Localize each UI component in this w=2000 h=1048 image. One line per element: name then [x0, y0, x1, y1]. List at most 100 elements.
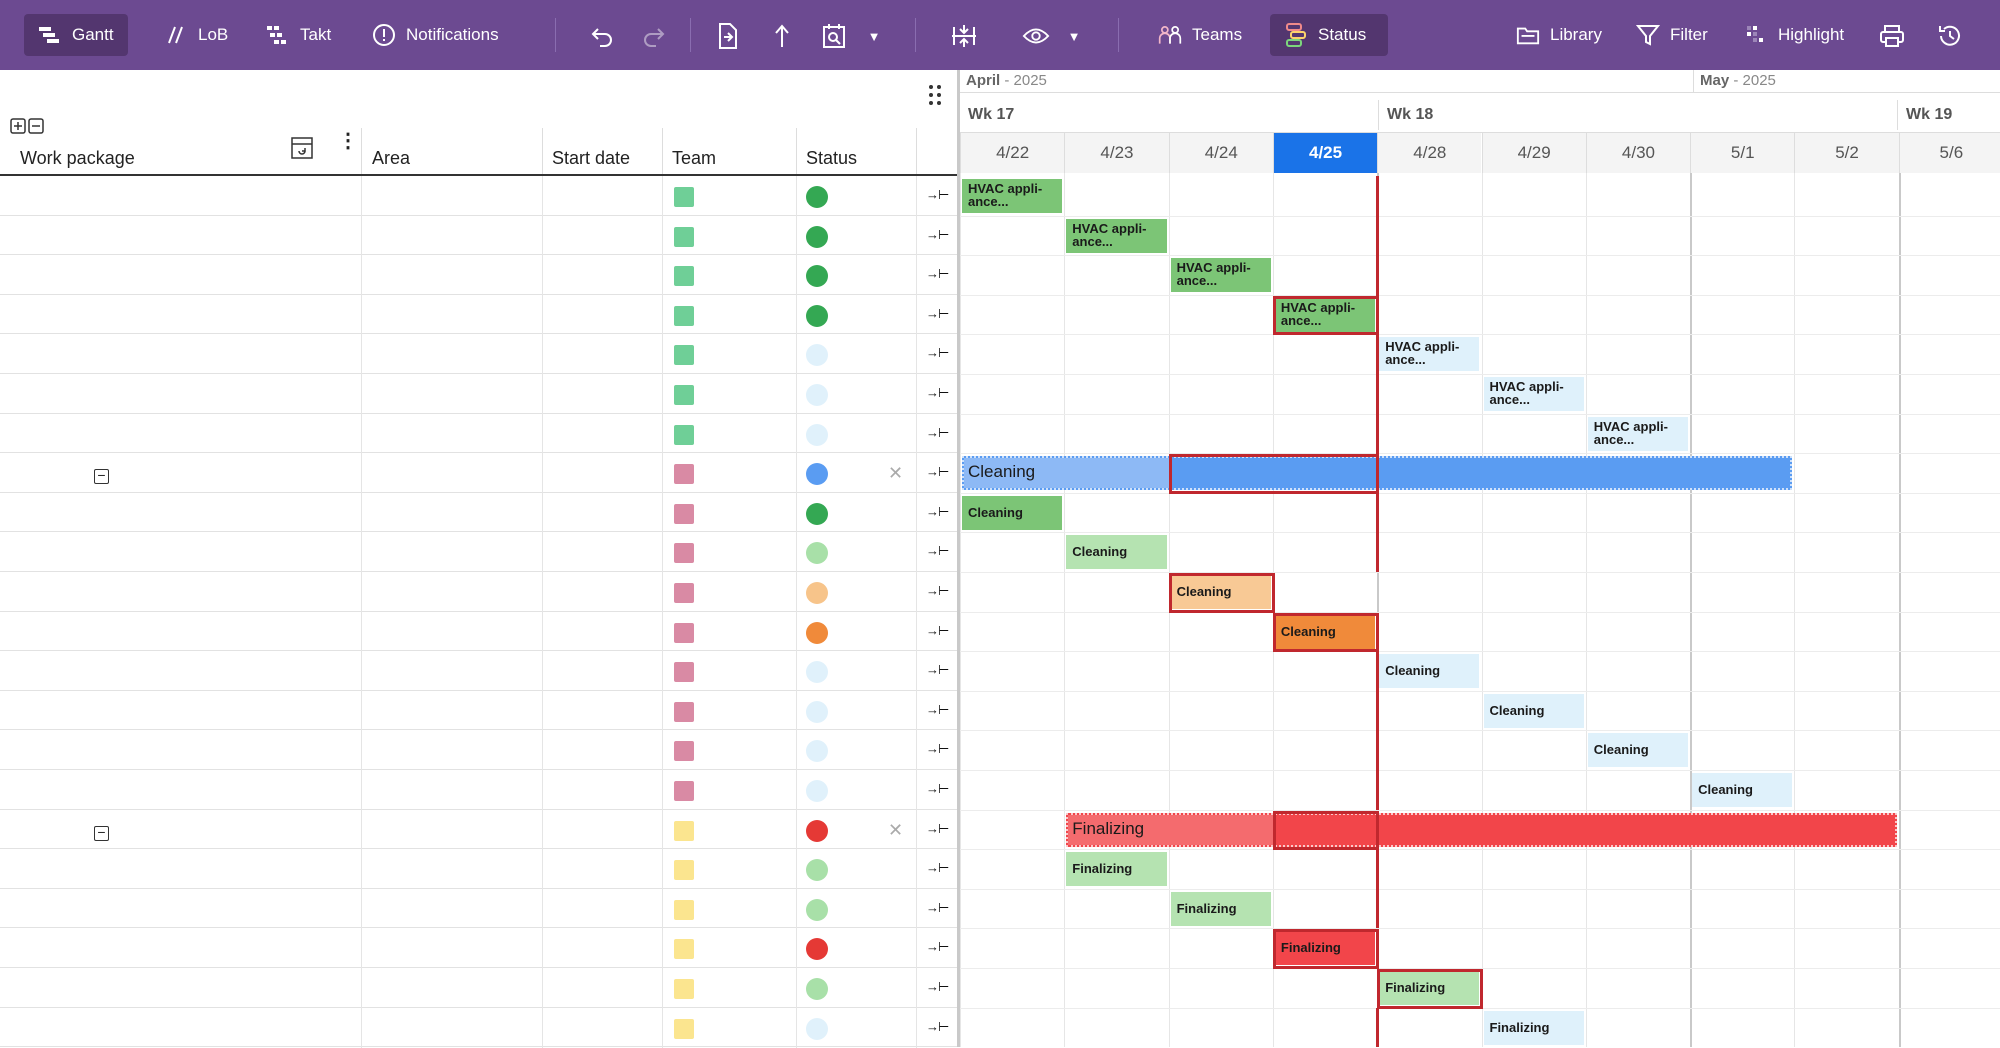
highlight-button[interactable]: Highlight — [1730, 14, 1858, 56]
table-row[interactable]: →⊢ — [0, 730, 957, 771]
header-work-package[interactable]: Work package — [20, 148, 135, 168]
pin-to-timeline-icon[interactable]: →⊢ — [926, 464, 949, 480]
task-bar[interactable]: Cleaning — [1483, 693, 1584, 728]
status-dot[interactable] — [806, 780, 828, 802]
status-dot[interactable] — [806, 938, 828, 961]
table-row[interactable]: →⊢ — [0, 1007, 957, 1048]
export-icon[interactable] — [714, 22, 742, 50]
header-status[interactable]: Status — [806, 148, 858, 168]
table-row[interactable]: →⊢ — [0, 374, 957, 414]
table-row[interactable]: →⊢ — [0, 255, 957, 296]
header-area[interactable]: Area — [372, 148, 411, 168]
status-dot[interactable] — [806, 978, 828, 1000]
table-row[interactable]: →⊢ — [0, 492, 957, 533]
pin-to-timeline-icon[interactable]: →⊢ — [926, 305, 949, 321]
table-row[interactable]: →⊢ — [0, 294, 957, 335]
status-dot[interactable] — [806, 423, 828, 446]
pin-to-timeline-icon[interactable]: →⊢ — [926, 424, 949, 440]
summary-row[interactable]: − ✕ →⊢ — [0, 809, 957, 850]
status-dot[interactable] — [806, 384, 828, 406]
work-package-name[interactable]: − — [94, 463, 115, 485]
summary-row[interactable]: − ✕ →⊢ — [0, 453, 957, 494]
summary-bar[interactable]: Finalizing — [1066, 812, 1897, 847]
status-dot[interactable] — [806, 502, 828, 525]
pin-to-timeline-icon[interactable]: →⊢ — [926, 1018, 949, 1034]
lob-view-button[interactable]: LoB — [150, 14, 242, 56]
status-dot[interactable] — [806, 542, 828, 565]
pin-to-timeline-icon[interactable]: →⊢ — [926, 860, 949, 876]
print-icon[interactable] — [1878, 22, 1906, 50]
task-bar[interactable]: Cleaning — [1692, 773, 1793, 807]
status-dot[interactable] — [806, 898, 828, 921]
pin-to-timeline-icon[interactable]: →⊢ — [926, 741, 949, 757]
task-bar[interactable]: Cleaning — [1066, 535, 1167, 570]
pin-to-timeline-icon[interactable]: →⊢ — [926, 701, 949, 717]
pin-to-timeline-icon[interactable]: →⊢ — [926, 979, 949, 994]
task-bar[interactable]: HVAC appli- ance... — [1483, 377, 1584, 411]
task-bar[interactable]: Finalizing — [1379, 971, 1480, 1005]
status-dot[interactable] — [806, 225, 828, 248]
status-dot[interactable] — [806, 344, 828, 367]
pin-to-timeline-icon[interactable]: →⊢ — [926, 820, 949, 836]
table-row[interactable]: →⊢ — [0, 690, 957, 731]
teams-button[interactable]: Teams — [1144, 14, 1256, 56]
task-bar[interactable]: HVAC appli- ance... — [1066, 218, 1167, 253]
task-bar[interactable]: HVAC appli- ance... — [962, 179, 1063, 213]
table-row[interactable]: →⊢ — [0, 176, 957, 216]
close-icon[interactable]: ✕ — [888, 819, 904, 840]
header-start-date[interactable]: Start date — [552, 148, 631, 168]
table-row[interactable]: →⊢ — [0, 413, 957, 454]
status-dot[interactable] — [806, 859, 828, 882]
table-row[interactable]: →⊢ — [0, 651, 957, 692]
notifications-button[interactable]: Notifications — [358, 14, 513, 56]
table-row[interactable]: →⊢ — [0, 215, 957, 256]
pin-to-timeline-icon[interactable]: →⊢ — [926, 899, 949, 915]
table-row[interactable]: →⊢ — [0, 888, 957, 929]
more-vertical-icon[interactable]: ⋮ — [338, 130, 358, 152]
status-dot[interactable] — [806, 186, 828, 208]
header-team[interactable]: Team — [672, 148, 717, 168]
table-row[interactable]: →⊢ — [0, 770, 957, 810]
status-dot[interactable] — [806, 1017, 828, 1040]
close-icon[interactable]: ✕ — [888, 463, 904, 484]
task-bar[interactable]: HVAC appli- ance... — [1379, 337, 1480, 372]
pin-to-timeline-icon[interactable]: →⊢ — [926, 266, 949, 282]
task-bar[interactable]: Cleaning — [1274, 614, 1376, 649]
pane-divider[interactable] — [957, 70, 960, 1047]
status-dot[interactable] — [806, 463, 828, 486]
expand-all-icon[interactable] — [10, 118, 46, 139]
table-row[interactable]: →⊢ — [0, 334, 957, 375]
task-bar[interactable]: Finalizing — [1066, 852, 1167, 887]
task-bar[interactable]: Cleaning — [962, 495, 1063, 530]
status-dot[interactable] — [806, 304, 828, 327]
pin-to-timeline-icon[interactable]: →⊢ — [926, 345, 949, 361]
pin-to-timeline-icon[interactable]: →⊢ — [926, 583, 949, 598]
status-dot[interactable] — [806, 740, 828, 763]
task-bar[interactable]: Cleaning — [1170, 575, 1271, 609]
gantt-view-button[interactable]: Gantt — [24, 14, 128, 56]
task-bar[interactable]: HVAC appli- ance... — [1274, 297, 1376, 332]
filter-button[interactable]: Filter — [1622, 14, 1722, 56]
status-button[interactable]: Status — [1270, 14, 1388, 56]
pin-to-timeline-icon[interactable]: →⊢ — [926, 781, 949, 796]
table-row[interactable]: →⊢ — [0, 849, 957, 890]
task-bar[interactable]: HVAC appli- ance... — [1170, 258, 1271, 293]
task-bar[interactable]: Cleaning — [1379, 654, 1480, 689]
chevron-down-icon[interactable]: ▼ — [867, 28, 881, 44]
library-button[interactable]: Library — [1502, 14, 1616, 56]
pin-to-timeline-icon[interactable]: →⊢ — [926, 662, 949, 678]
collapse-icon[interactable]: − — [94, 468, 109, 485]
status-dot[interactable] — [806, 582, 828, 604]
takt-view-button[interactable]: Takt — [252, 14, 345, 56]
pin-to-timeline-icon[interactable]: →⊢ — [926, 187, 949, 202]
status-dot[interactable] — [806, 621, 828, 644]
task-bar[interactable]: Cleaning — [1587, 733, 1689, 768]
pin-to-timeline-icon[interactable]: →⊢ — [926, 226, 949, 242]
status-dot[interactable] — [806, 700, 828, 723]
row-height-icon[interactable] — [950, 22, 978, 50]
task-bar[interactable]: HVAC appli- ance... — [1587, 416, 1689, 451]
collapse-icon[interactable]: − — [94, 825, 109, 841]
status-dot[interactable] — [806, 661, 828, 684]
pin-to-timeline-icon[interactable]: →⊢ — [926, 939, 949, 955]
table-row[interactable]: →⊢ — [0, 572, 957, 612]
